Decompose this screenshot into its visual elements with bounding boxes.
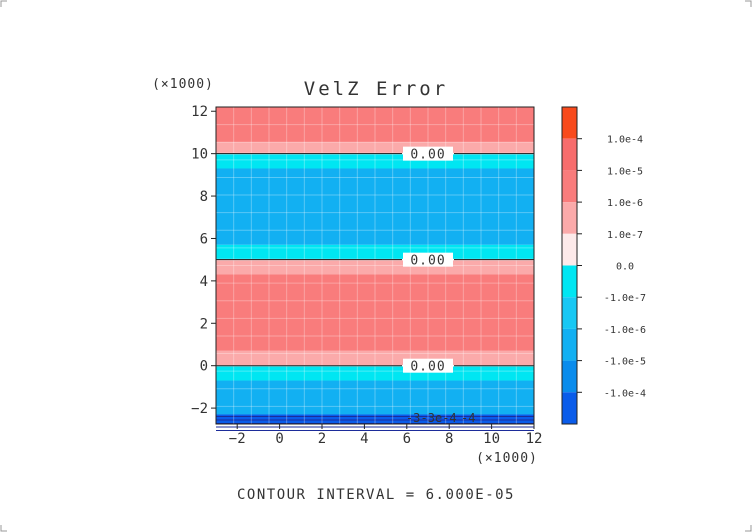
x-tick-label-5: 8 <box>445 431 453 447</box>
colorbar-label-8: -1.0e-4 <box>604 388 646 399</box>
colorbar-label-4: 0.0 <box>616 262 634 273</box>
contour-band-1 <box>216 141 534 154</box>
contour-label-bg-2 <box>403 358 453 373</box>
contour-band-5 <box>216 259 534 275</box>
contour-band-7 <box>216 350 534 366</box>
x-tick-label-3: 4 <box>360 431 368 447</box>
colorbar-swatch-9 <box>562 392 577 424</box>
chart-title: VelZ Error <box>304 78 448 100</box>
colorbar-swatch-7 <box>562 328 577 361</box>
x-tick-label-1: 0 <box>275 431 283 447</box>
colorbar-swatch-4 <box>562 233 577 266</box>
colorbar-label-6: -1.0e-6 <box>604 325 646 336</box>
y-tick-label-2: 2 <box>200 316 208 332</box>
colorbar-label-0: 1.0e-4 <box>607 135 643 146</box>
x-tick-label-4: 6 <box>403 431 411 447</box>
colorbar-swatch-3 <box>562 202 577 234</box>
colorbar-label-7: -1.0e-5 <box>604 357 646 368</box>
colorbar-swatch-2 <box>562 170 577 203</box>
bottom-label-2: -4 <box>461 411 475 425</box>
filled-contours <box>216 107 534 431</box>
x-scale-label: (×1000) <box>476 451 538 466</box>
bottom-label-1: -3e-4 <box>421 411 457 425</box>
contour-label-bg-1 <box>403 252 453 267</box>
colorbar-swatch-5 <box>562 265 577 298</box>
contour-band-2 <box>216 153 534 169</box>
y-tick-label-3: 4 <box>200 274 208 290</box>
colorbar-swatch-0 <box>562 107 577 139</box>
contour-label-2: 0.00 <box>410 360 445 375</box>
y-axis-ticks: −2 0 2 4 6 8 10 12 <box>191 104 216 417</box>
bottom-label-0: -3 <box>406 411 420 425</box>
y-tick-label-4: 6 <box>200 231 208 247</box>
contour-band-10 <box>216 414 534 424</box>
contour-interval-footer: CONTOUR INTERVAL = 6.000E-05 <box>237 487 515 503</box>
y-scale-label: (×1000) <box>152 77 214 92</box>
x-tick-label-6: 10 <box>483 431 500 447</box>
x-tick-label-2: 2 <box>318 431 326 447</box>
y-tick-label-5: 8 <box>200 189 208 205</box>
contour-band-0 <box>216 107 534 142</box>
contour-lines: 0.00 0.00 0.00 <box>216 146 534 375</box>
contour-band-3 <box>216 168 534 245</box>
contour-band-6 <box>216 274 534 351</box>
colorbar-swatch-1 <box>562 138 577 171</box>
contour-label-1: 0.00 <box>410 254 445 269</box>
y-tick-label-7: 12 <box>191 104 208 120</box>
y-tick-label-6: 10 <box>191 147 208 163</box>
colorbar-swatch-8 <box>562 360 577 393</box>
contour-band-4 <box>216 244 534 260</box>
contour-label-bg-0 <box>403 146 453 161</box>
y-tick-label-1: 0 <box>200 359 208 375</box>
colorbar-swatch-6 <box>562 297 577 329</box>
contour-label-0: 0.00 <box>410 148 445 163</box>
y-tick-label-0: −2 <box>191 401 208 417</box>
colorbar-label-1: 1.0e-5 <box>607 166 643 177</box>
colorbar: 1.0e-4 1.0e-5 1.0e-6 1.0e-7 0.0 -1.0e-7 -1.0e-… <box>561 106 646 425</box>
colorbar-label-5: -1.0e-7 <box>604 293 646 304</box>
x-tick-label-7: 12 <box>526 431 543 447</box>
contour-band-9 <box>216 380 534 415</box>
colorbar-label-3: 1.0e-7 <box>607 230 643 241</box>
x-tick-label-0: −2 <box>229 431 246 447</box>
colorbar-label-2: 1.0e-6 <box>607 198 643 209</box>
bottom-contour-labels: -3 -3e-4 -4 <box>406 411 476 425</box>
contour-band-8 <box>216 365 534 381</box>
x-axis-ticks: −2 0 2 4 6 8 10 12 <box>229 424 543 447</box>
plot-frame <box>215 106 535 425</box>
